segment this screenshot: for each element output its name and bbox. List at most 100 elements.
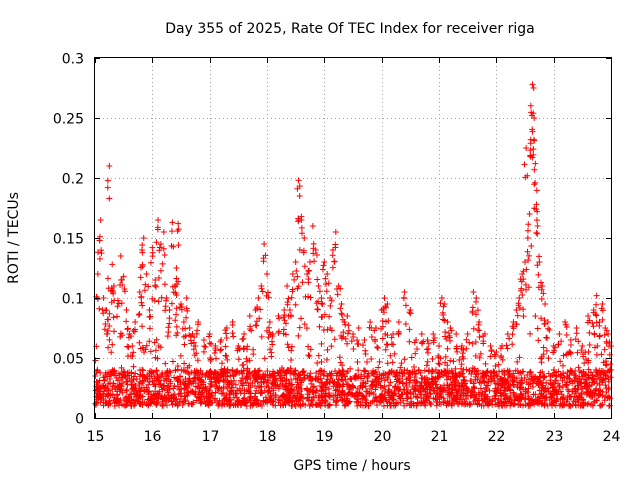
- data-point: [200, 337, 207, 343]
- data-point: [147, 400, 154, 407]
- data-point: [146, 325, 153, 332]
- data-point: [249, 402, 256, 409]
- data-point: [183, 295, 190, 301]
- data-point: [516, 304, 523, 311]
- data-point: [306, 402, 313, 409]
- data-point: [94, 379, 101, 386]
- data-point: [136, 373, 143, 380]
- data-point: [314, 359, 321, 366]
- data-point: [173, 305, 180, 312]
- data-point: [589, 392, 596, 399]
- data-point: [387, 394, 394, 401]
- data-point: [212, 389, 219, 396]
- data-point: [159, 260, 166, 267]
- data-point: [148, 373, 155, 380]
- data-point: [297, 379, 304, 386]
- data-point: [512, 367, 519, 374]
- data-point: [260, 258, 267, 265]
- data-point: [323, 281, 330, 288]
- data-point: [404, 387, 411, 394]
- data-point: [265, 384, 272, 391]
- data-point: [401, 289, 408, 295]
- data-point: [174, 378, 181, 385]
- data-point: [596, 322, 603, 329]
- data-point: [178, 367, 185, 374]
- data-point: [175, 401, 182, 408]
- data-point: [472, 352, 479, 359]
- axes: [94, 57, 612, 419]
- data-point: [379, 392, 386, 399]
- data-point: [355, 367, 362, 374]
- y-tick-label: 0.25: [53, 112, 84, 128]
- data-point: [139, 323, 146, 330]
- data-point: [137, 401, 144, 408]
- data-point: [140, 367, 147, 374]
- data-point: [345, 390, 352, 397]
- data-point: [334, 291, 341, 298]
- data-point: [473, 298, 480, 305]
- data-point: [206, 333, 213, 340]
- data-point: [169, 398, 176, 405]
- data-point: [175, 377, 182, 384]
- data-point: [362, 383, 369, 390]
- y-tick-label: 0.15: [53, 232, 84, 248]
- data-point: [484, 393, 491, 400]
- data-point: [155, 217, 162, 223]
- data-point: [559, 396, 566, 403]
- data-point: [101, 377, 108, 384]
- data-point: [321, 259, 328, 265]
- data-point: [296, 246, 303, 253]
- data-point: [438, 295, 445, 301]
- data-point: [94, 366, 101, 373]
- data-point: [297, 374, 304, 381]
- data-point: [318, 379, 325, 386]
- data-point: [174, 363, 181, 370]
- data-point: [480, 333, 487, 340]
- data-point: [197, 367, 204, 374]
- data-point: [325, 385, 332, 392]
- data-point: [421, 379, 428, 386]
- data-point: [300, 368, 307, 375]
- data-point: [412, 350, 419, 357]
- data-point: [470, 289, 477, 295]
- data-point: [402, 320, 409, 327]
- data-point: [291, 370, 298, 377]
- data-point: [361, 373, 368, 380]
- data-point: [445, 370, 452, 377]
- data-point: [387, 352, 394, 359]
- data-point: [392, 373, 399, 380]
- data-point: [186, 325, 193, 331]
- data-point: [437, 401, 444, 408]
- data-point: [113, 313, 120, 320]
- data-point: [315, 352, 322, 359]
- data-point: [254, 303, 261, 310]
- data-point: [524, 371, 531, 378]
- data-point: [444, 376, 451, 383]
- data-point: [376, 358, 383, 365]
- data-point: [353, 374, 360, 381]
- data-point: [208, 341, 215, 348]
- data-point: [466, 339, 473, 346]
- data-point: [580, 353, 587, 360]
- data-point: [538, 355, 545, 362]
- data-point: [494, 373, 501, 380]
- data-point: [314, 306, 321, 313]
- data-point: [446, 399, 453, 406]
- data-point: [344, 340, 351, 347]
- data-point: [603, 340, 610, 347]
- data-point: [340, 329, 347, 336]
- data-point: [430, 337, 437, 344]
- data-point: [428, 401, 435, 408]
- data-point: [579, 343, 586, 349]
- data-point: [136, 392, 143, 399]
- data-point: [538, 390, 545, 397]
- data-point: [531, 115, 538, 121]
- data-point: [247, 375, 254, 382]
- data-point: [575, 394, 582, 401]
- data-point: [127, 391, 134, 398]
- data-point: [344, 391, 351, 398]
- data-point: [487, 343, 494, 349]
- data-point: [221, 368, 228, 375]
- data-point: [104, 184, 111, 191]
- data-point: [555, 368, 562, 375]
